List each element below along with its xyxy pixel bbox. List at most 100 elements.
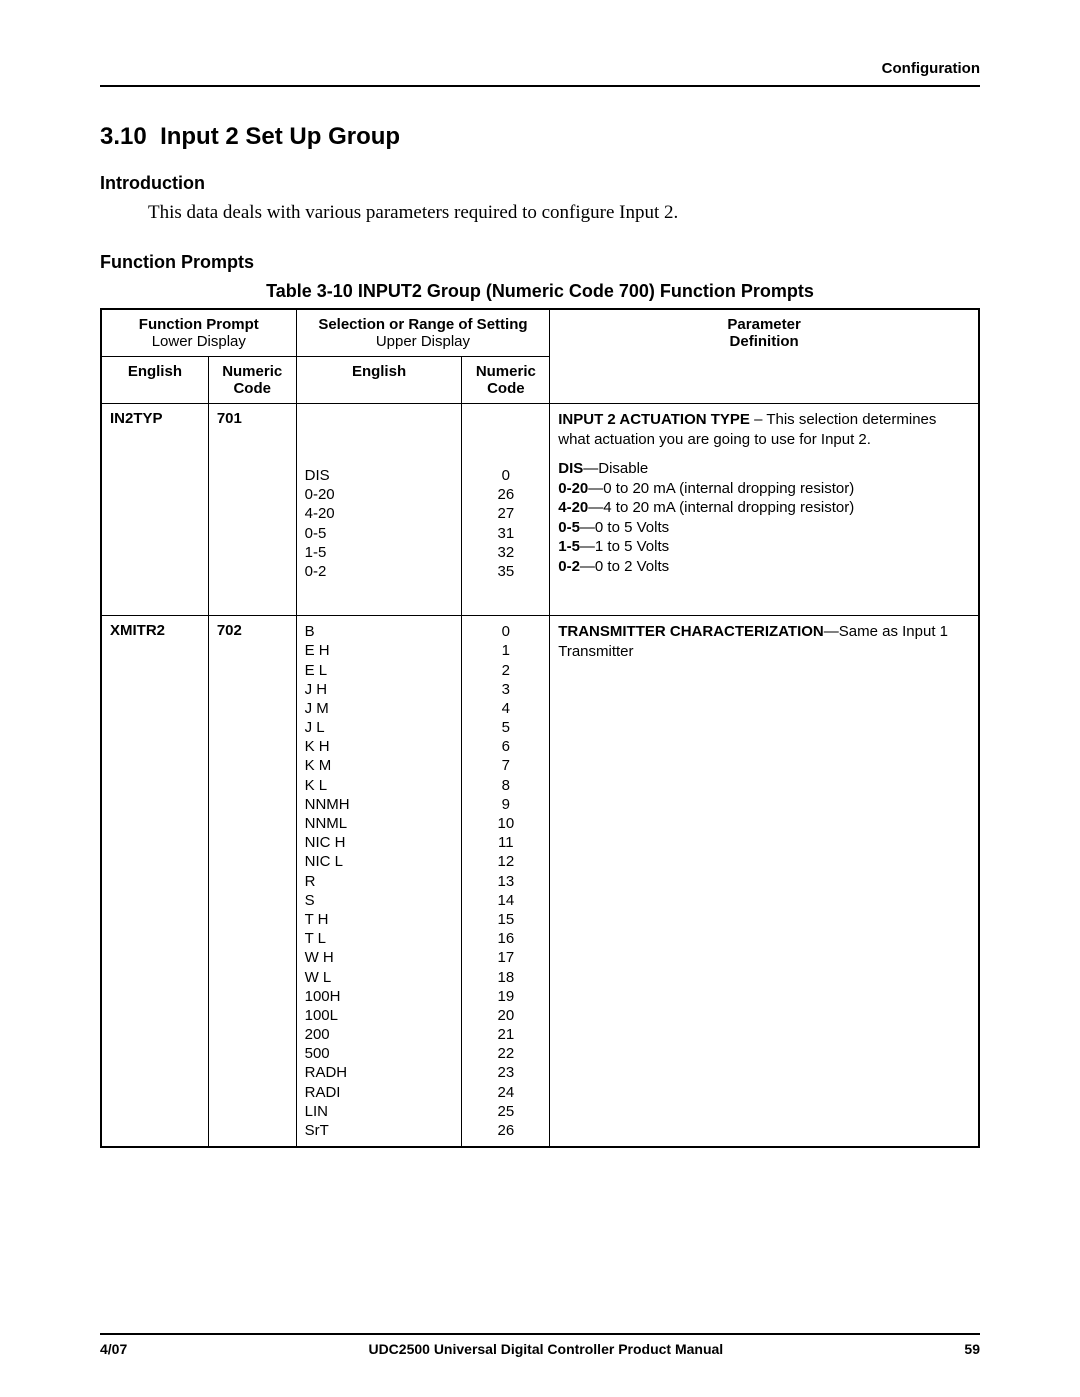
section-heading: 3.10 Input 2 Set Up Group: [100, 123, 980, 151]
sel-english-item: T H: [305, 910, 454, 929]
def-item-text: —0 to 20 mA (internal dropping resistor): [588, 480, 854, 497]
table-row: XMITR2 7 0 2 BE HE LJ HJ MJ LK HK MK LNNMHNN…: [101, 616, 979, 1148]
def-item: 0-20—0 to 20 mA (internal dropping resis…: [558, 479, 970, 499]
sel-numeric-item: 22: [470, 1044, 541, 1063]
cell-sel-english: DIS0-204-200-51-50-2: [296, 404, 462, 616]
sel-english-item: 500: [305, 1044, 454, 1063]
footer-center: UDC2500 Universal Digital Controller Pro…: [368, 1341, 723, 1357]
intro-subheading: Introduction: [100, 173, 980, 194]
sel-english-item: S: [305, 891, 454, 910]
sel-numeric-item: 16: [470, 929, 541, 948]
def-lead: TRANSMITTER CHARACTERIZATION—Same as Inp…: [558, 622, 970, 661]
sel-numeric-item: 7: [470, 756, 541, 775]
def-item-bold: DIS: [558, 460, 583, 477]
sel-numeric-item: 19: [470, 987, 541, 1006]
page-footer: 4/07 UDC2500 Universal Digital Controlle…: [100, 1333, 980, 1357]
def-item: 0-5—0 to 5 Volts: [558, 518, 970, 538]
sel-english-item: 200: [305, 1025, 454, 1044]
section-title: Input 2 Set Up Group: [160, 123, 400, 150]
footer-rule: [100, 1333, 980, 1335]
th-param-sub: Definition: [730, 333, 799, 350]
sel-numeric-item: 35: [470, 562, 541, 581]
def-item-bold: 0-5: [558, 519, 580, 536]
sel-english-item: 0-2: [305, 562, 454, 581]
sel-english-item: NNML: [305, 814, 454, 833]
cell-fp-english: XMITR2: [101, 616, 208, 1148]
th-function-prompt: Function Prompt Lower Display: [101, 309, 296, 357]
th-parameter: Parameter Definition: [550, 309, 979, 404]
sel-english-item: NNMH: [305, 795, 454, 814]
sel-numeric-item: 17: [470, 948, 541, 967]
footer-left: 4/07: [100, 1341, 127, 1357]
sel-numeric-item: 4: [470, 699, 541, 718]
sel-english-item: RADH: [305, 1063, 454, 1082]
sel-numeric-item: 0: [470, 622, 541, 641]
sel-english-item: DIS: [305, 466, 454, 485]
sel-english-item: K H: [305, 737, 454, 756]
sel-numeric-item: 27: [470, 504, 541, 523]
th-sel-group: Selection or Range of Setting: [318, 316, 527, 333]
sel-numeric-item: 0: [470, 466, 541, 485]
sel-numeric-item: 15: [470, 910, 541, 929]
def-item: 1-5—1 to 5 Volts: [558, 537, 970, 557]
footer-right: 59: [964, 1341, 980, 1357]
sel-english-item: 4-20: [305, 504, 454, 523]
function-prompts-table: Function Prompt Lower Display Selection …: [100, 308, 980, 1148]
sel-english-item: E H: [305, 641, 454, 660]
sel-english-item: 1-5: [305, 543, 454, 562]
cell-parameter-definition: INPUT 2 ACTUATION TYPE – This selection …: [550, 404, 979, 616]
sel-english-item: SrT: [305, 1121, 454, 1140]
sel-numeric-item: 32: [470, 543, 541, 562]
sel-english-item: RADI: [305, 1083, 454, 1102]
sel-numeric-item: 23: [470, 1063, 541, 1082]
th-numcode-1: Numeric Code: [208, 357, 296, 404]
th-selection: Selection or Range of Setting Upper Disp…: [296, 309, 550, 357]
sel-numeric-item: 14: [470, 891, 541, 910]
sel-english-item: B: [305, 622, 454, 641]
def-item-text: —0 to 2 Volts: [580, 558, 669, 575]
th-param-group: Parameter: [727, 316, 800, 333]
th-english-2: English: [296, 357, 462, 404]
sel-english-item: 100H: [305, 987, 454, 1006]
header-section-label: Configuration: [100, 60, 980, 85]
prompts-subheading: Function Prompts: [100, 252, 980, 273]
sel-numeric-item: 31: [470, 524, 541, 543]
section-number: 3.10: [100, 123, 147, 150]
sel-english-item: NIC H: [305, 833, 454, 852]
def-item-bold: 0-20: [558, 480, 588, 497]
sel-numeric-item: 20: [470, 1006, 541, 1025]
cell-fp-numeric: 701: [208, 404, 296, 616]
def-item-bold: 4-20: [558, 499, 588, 516]
def-item-text: —Disable: [583, 460, 648, 477]
sel-numeric-item: 25: [470, 1102, 541, 1121]
sel-numeric-item: 6: [470, 737, 541, 756]
sel-numeric-item: 11: [470, 833, 541, 852]
sel-english-item: 0-5: [305, 524, 454, 543]
sel-numeric-item: 3: [470, 680, 541, 699]
sel-numeric-item: 8: [470, 776, 541, 795]
th-fp-sub: Lower Display: [110, 333, 288, 350]
sel-english-item: NIC L: [305, 852, 454, 871]
cell-sel-english: BE HE LJ HJ MJ LK HK MK LNNMHNNMLNIC HNI…: [296, 616, 462, 1148]
def-item: 0-2—0 to 2 Volts: [558, 557, 970, 577]
cell-parameter-definition: TRANSMITTER CHARACTERIZATION—Same as Inp…: [550, 616, 979, 1148]
sel-numeric-item: 10: [470, 814, 541, 833]
sel-english-item: 0-20: [305, 485, 454, 504]
sel-numeric-item: 21: [470, 1025, 541, 1044]
sel-english-item: J M: [305, 699, 454, 718]
th-numcode-2: Numeric Code: [462, 357, 550, 404]
cell-sel-numeric: 02627313235: [462, 404, 550, 616]
sel-numeric-item: 13: [470, 872, 541, 891]
def-item-text: —4 to 20 mA (internal dropping resistor): [588, 499, 854, 516]
sel-english-item: E L: [305, 661, 454, 680]
table-row: IN2TYP701DIS0-204-200-51-50-202627313235…: [101, 404, 979, 616]
sel-numeric-item: 9: [470, 795, 541, 814]
sel-english-item: 100L: [305, 1006, 454, 1025]
def-item-text: —0 to 5 Volts: [580, 519, 669, 536]
def-item: DIS—Disable: [558, 459, 970, 479]
cell-fp-english: IN2TYP: [101, 404, 208, 616]
def-lead-bold: TRANSMITTER CHARACTERIZATION: [558, 623, 824, 640]
sel-english-item: T L: [305, 929, 454, 948]
sel-numeric-item: 2: [470, 661, 541, 680]
sel-english-item: W H: [305, 948, 454, 967]
